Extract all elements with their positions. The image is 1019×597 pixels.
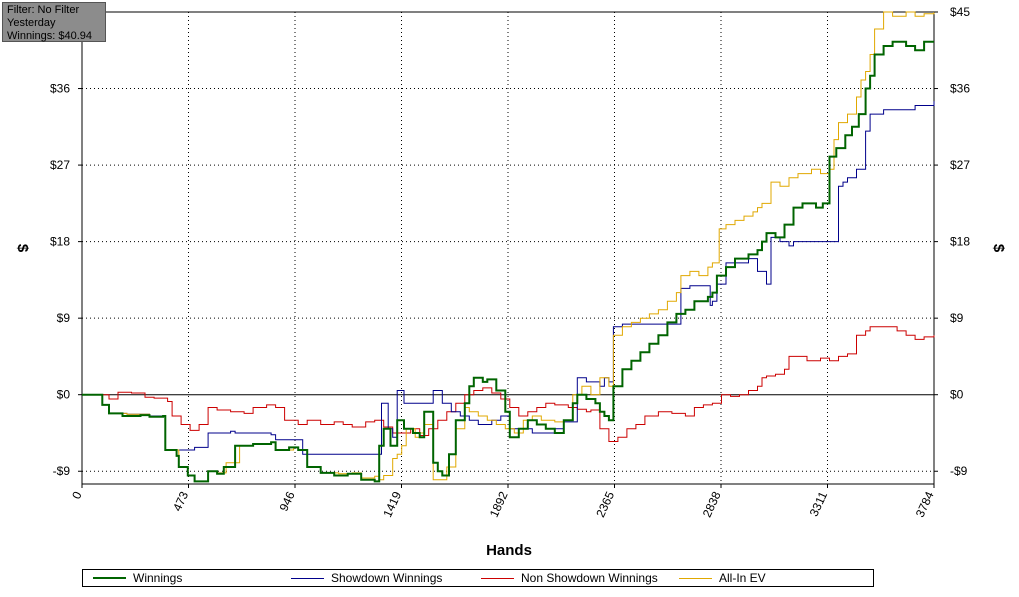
x-tick-label: 2365 xyxy=(593,489,617,519)
x-tick-label: 1419 xyxy=(380,489,404,519)
legend-item-allin-ev: All-In EV xyxy=(679,570,766,586)
y-tick-label-right: $9 xyxy=(950,311,964,325)
x-tick-label: 1892 xyxy=(487,489,511,519)
x-tick-label: 946 xyxy=(277,489,298,513)
chart-legend: Winnings Showdown Winnings Non Showdown … xyxy=(82,569,874,587)
x-tick-label: 2838 xyxy=(700,489,724,519)
y-tick-label-left: $36 xyxy=(50,82,70,96)
y-tick-label-left: $18 xyxy=(50,235,70,249)
filter-info-box: Filter: No Filter Yesterday Winnings: $4… xyxy=(2,2,106,42)
legend-label-allin-ev: All-In EV xyxy=(719,571,766,585)
y-tick-label-left: $0 xyxy=(57,388,71,402)
legend-swatch-showdown xyxy=(291,577,324,579)
y-tick-label-left: $27 xyxy=(50,158,70,172)
y-tick-label-left: -$9 xyxy=(53,464,71,478)
y-tick-label-right: $0 xyxy=(950,388,964,402)
grid-lines xyxy=(82,11,934,484)
legend-label-winnings: Winnings xyxy=(133,571,183,585)
period-label: Yesterday xyxy=(7,17,56,29)
winnings-label: Winnings: $40.94 xyxy=(7,30,92,42)
x-tick-label: 0 xyxy=(69,489,85,501)
x-tick-label: 3311 xyxy=(807,489,831,519)
y-tick-label-right: $45 xyxy=(950,5,970,19)
series-layer xyxy=(82,11,935,483)
legend-item-non-showdown: Non Showdown Winnings xyxy=(481,570,658,586)
y-tick-label-right: -$9 xyxy=(950,464,968,478)
filter-label: Filter: No Filter xyxy=(7,4,80,16)
legend-item-showdown: Showdown Winnings xyxy=(291,570,442,586)
legend-label-showdown: Showdown Winnings xyxy=(331,571,443,585)
x-tick-label: 3784 xyxy=(913,489,937,519)
x-axis-title: Hands xyxy=(486,542,532,559)
legend-label-non-showdown: Non Showdown Winnings xyxy=(521,571,658,585)
series-line-non-showdown-winnings xyxy=(82,326,935,442)
x-tick-label: 473 xyxy=(170,489,191,513)
y-axis-title-right: $ xyxy=(990,244,1007,253)
y-tick-label-right: $27 xyxy=(950,158,970,172)
y-tick-label-left: $9 xyxy=(57,311,71,325)
legend-item-winnings: Winnings xyxy=(93,570,182,586)
y-tick-label-right: $18 xyxy=(950,235,970,249)
legend-swatch-non-showdown xyxy=(481,577,514,579)
legend-swatch-winnings xyxy=(93,577,126,579)
y-tick-label-right: $36 xyxy=(950,82,970,96)
y-axis-title-left: $ xyxy=(14,244,31,253)
legend-swatch-allin-ev xyxy=(679,577,712,579)
series-line-winnings xyxy=(82,40,934,483)
